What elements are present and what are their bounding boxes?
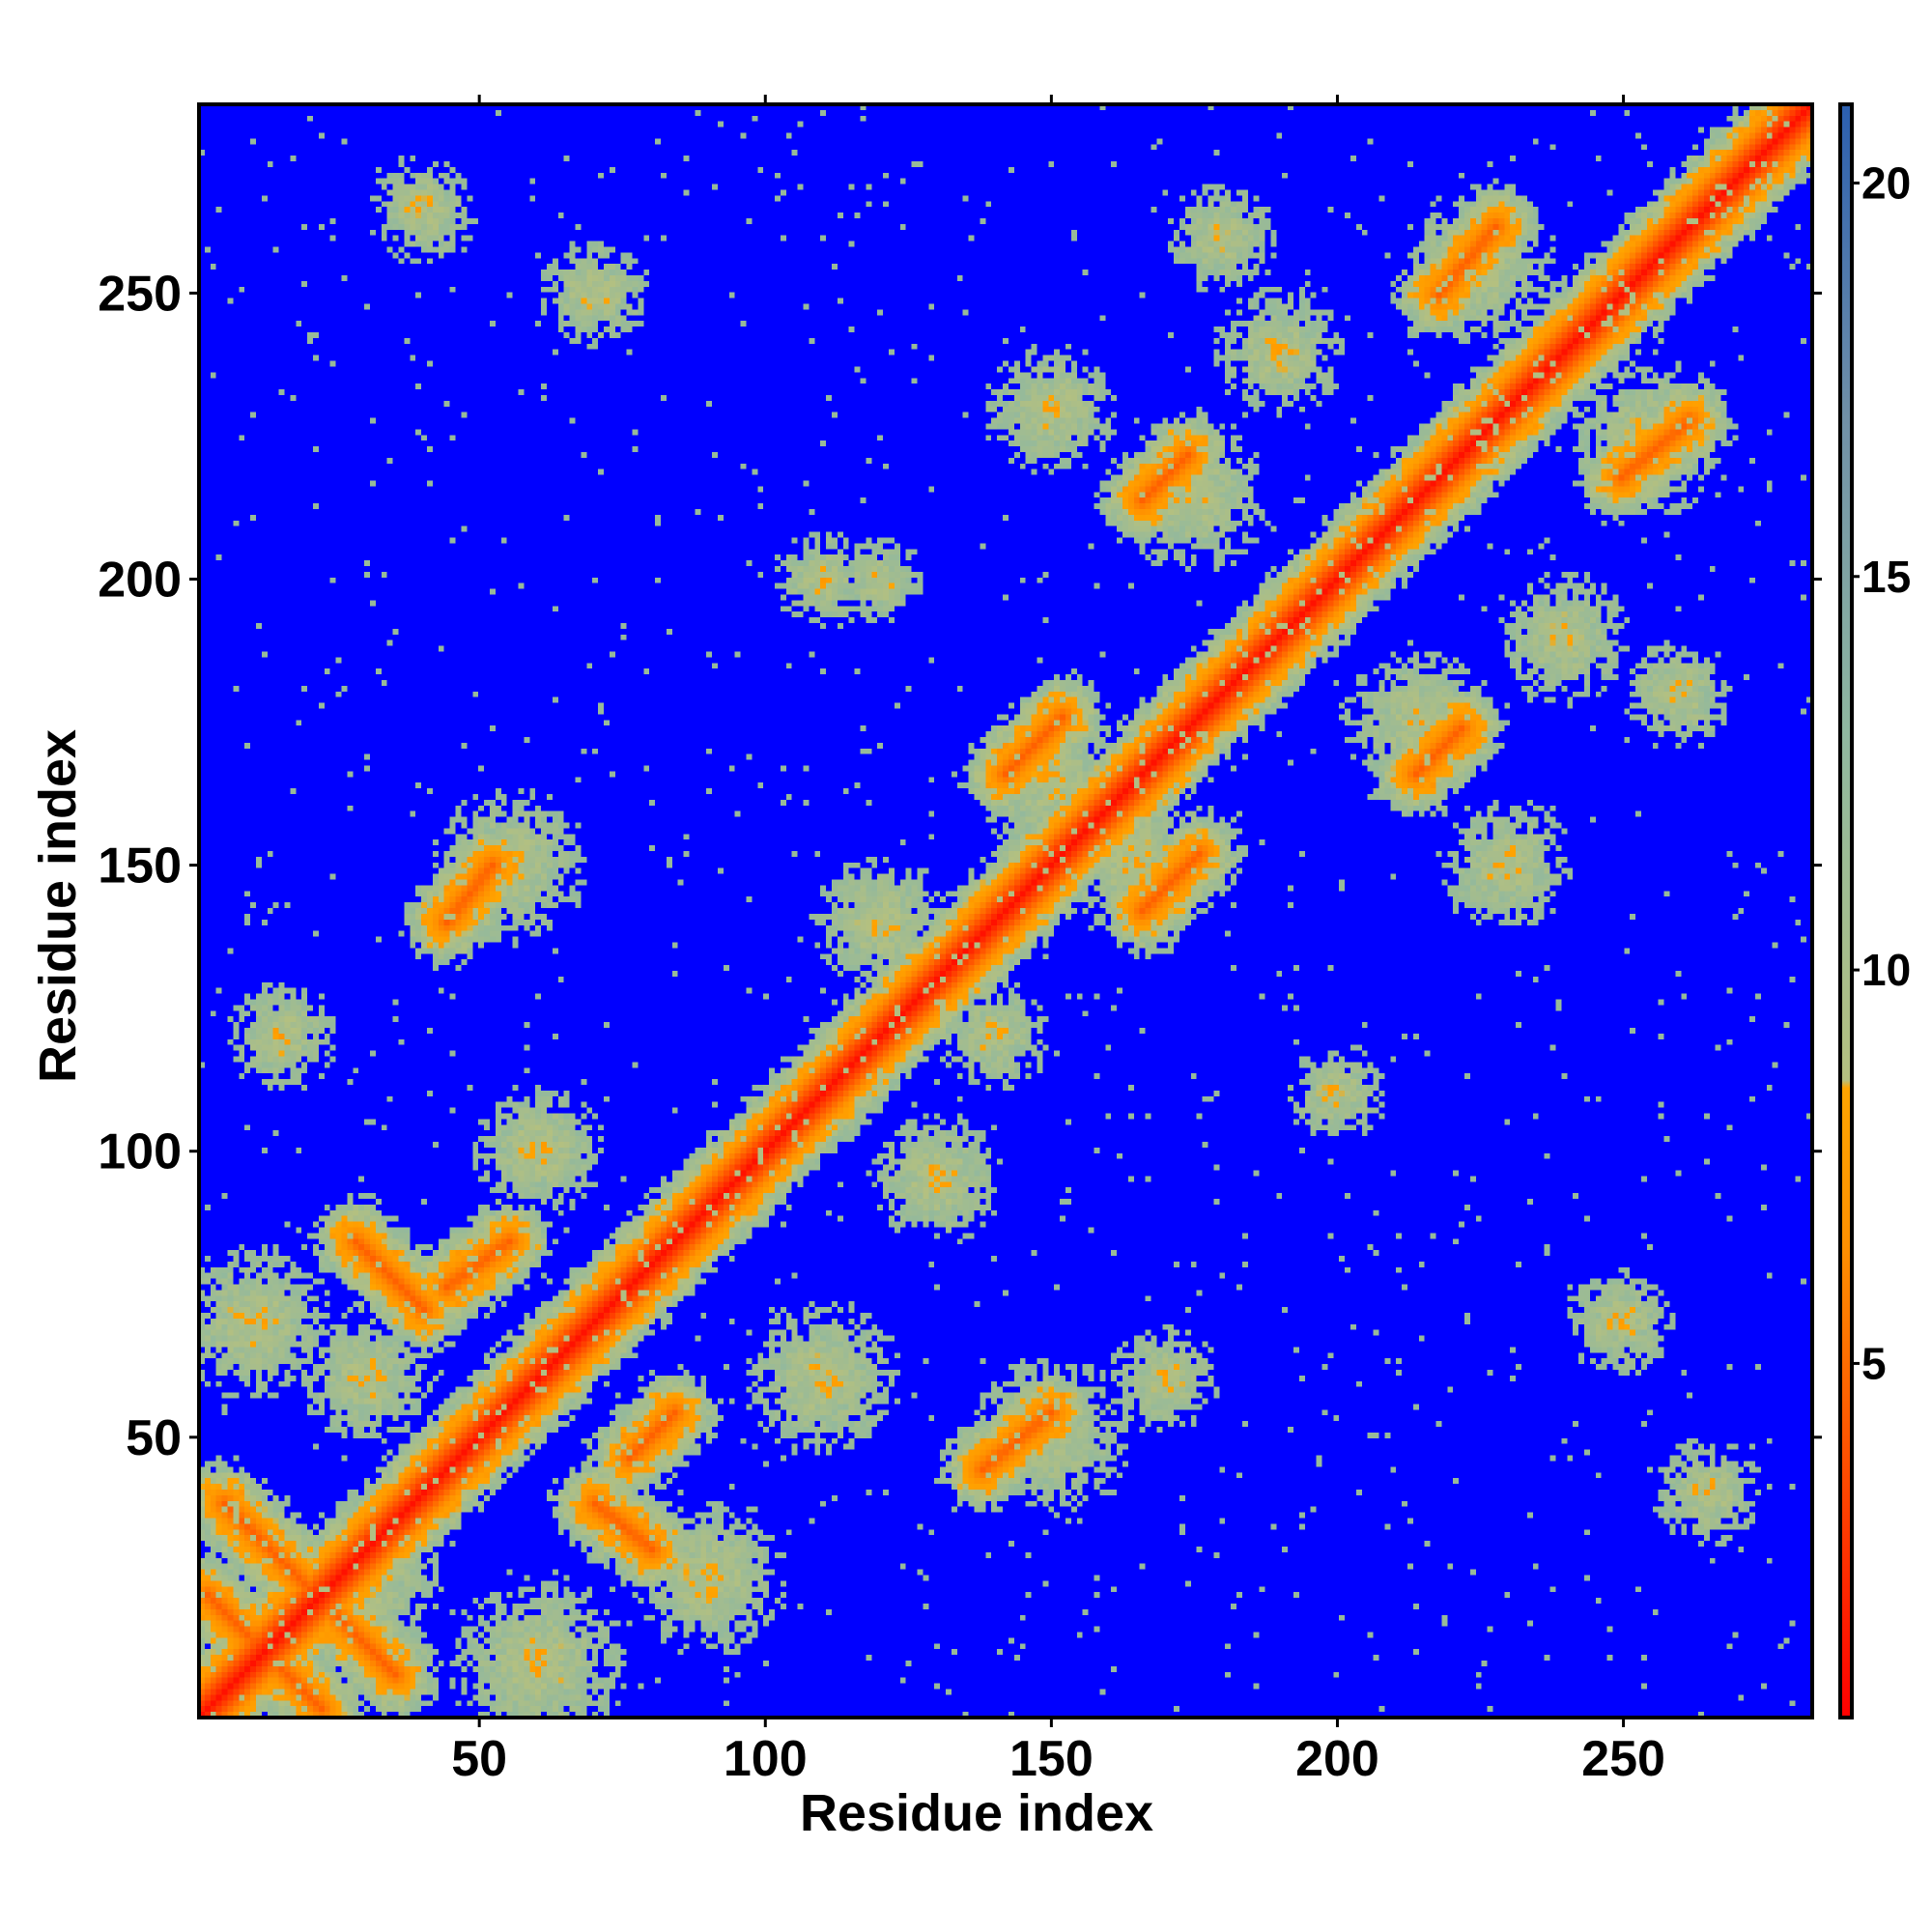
x-tick-label: 250 <box>1581 1731 1665 1787</box>
y-tick-label: 150 <box>98 838 182 895</box>
y-tick-label: 250 <box>98 266 182 322</box>
y-tick-label: 100 <box>98 1124 182 1180</box>
y-tick-label: 200 <box>98 553 182 609</box>
y-tick-label: 50 <box>126 1410 182 1466</box>
colorbar: 5 10 15 20 <box>1838 102 1911 1719</box>
x-tick-label: 150 <box>1009 1731 1094 1787</box>
x-tick-label: 50 <box>451 1731 507 1787</box>
contact-map-heatmap <box>199 104 1812 1718</box>
y-axis-title: Residue index <box>29 729 87 1083</box>
colorbar-tick-label: 10 <box>1861 945 1911 995</box>
x-axis-ticks: 50 100 150 200 250 <box>451 95 1665 1787</box>
plot-frame <box>197 102 1814 1719</box>
x-axis-title: Residue index <box>800 1784 1153 1842</box>
y-axis-ticks: 50 100 150 200 250 <box>98 266 1822 1466</box>
x-tick-label: 100 <box>724 1731 808 1787</box>
colorbar-gradient <box>1838 102 1854 1719</box>
x-tick-label: 200 <box>1295 1731 1379 1787</box>
colorbar-tick-label: 15 <box>1861 552 1911 602</box>
colorbar-tick-label: 20 <box>1861 157 1911 208</box>
colorbar-tick-label: 5 <box>1861 1338 1887 1388</box>
